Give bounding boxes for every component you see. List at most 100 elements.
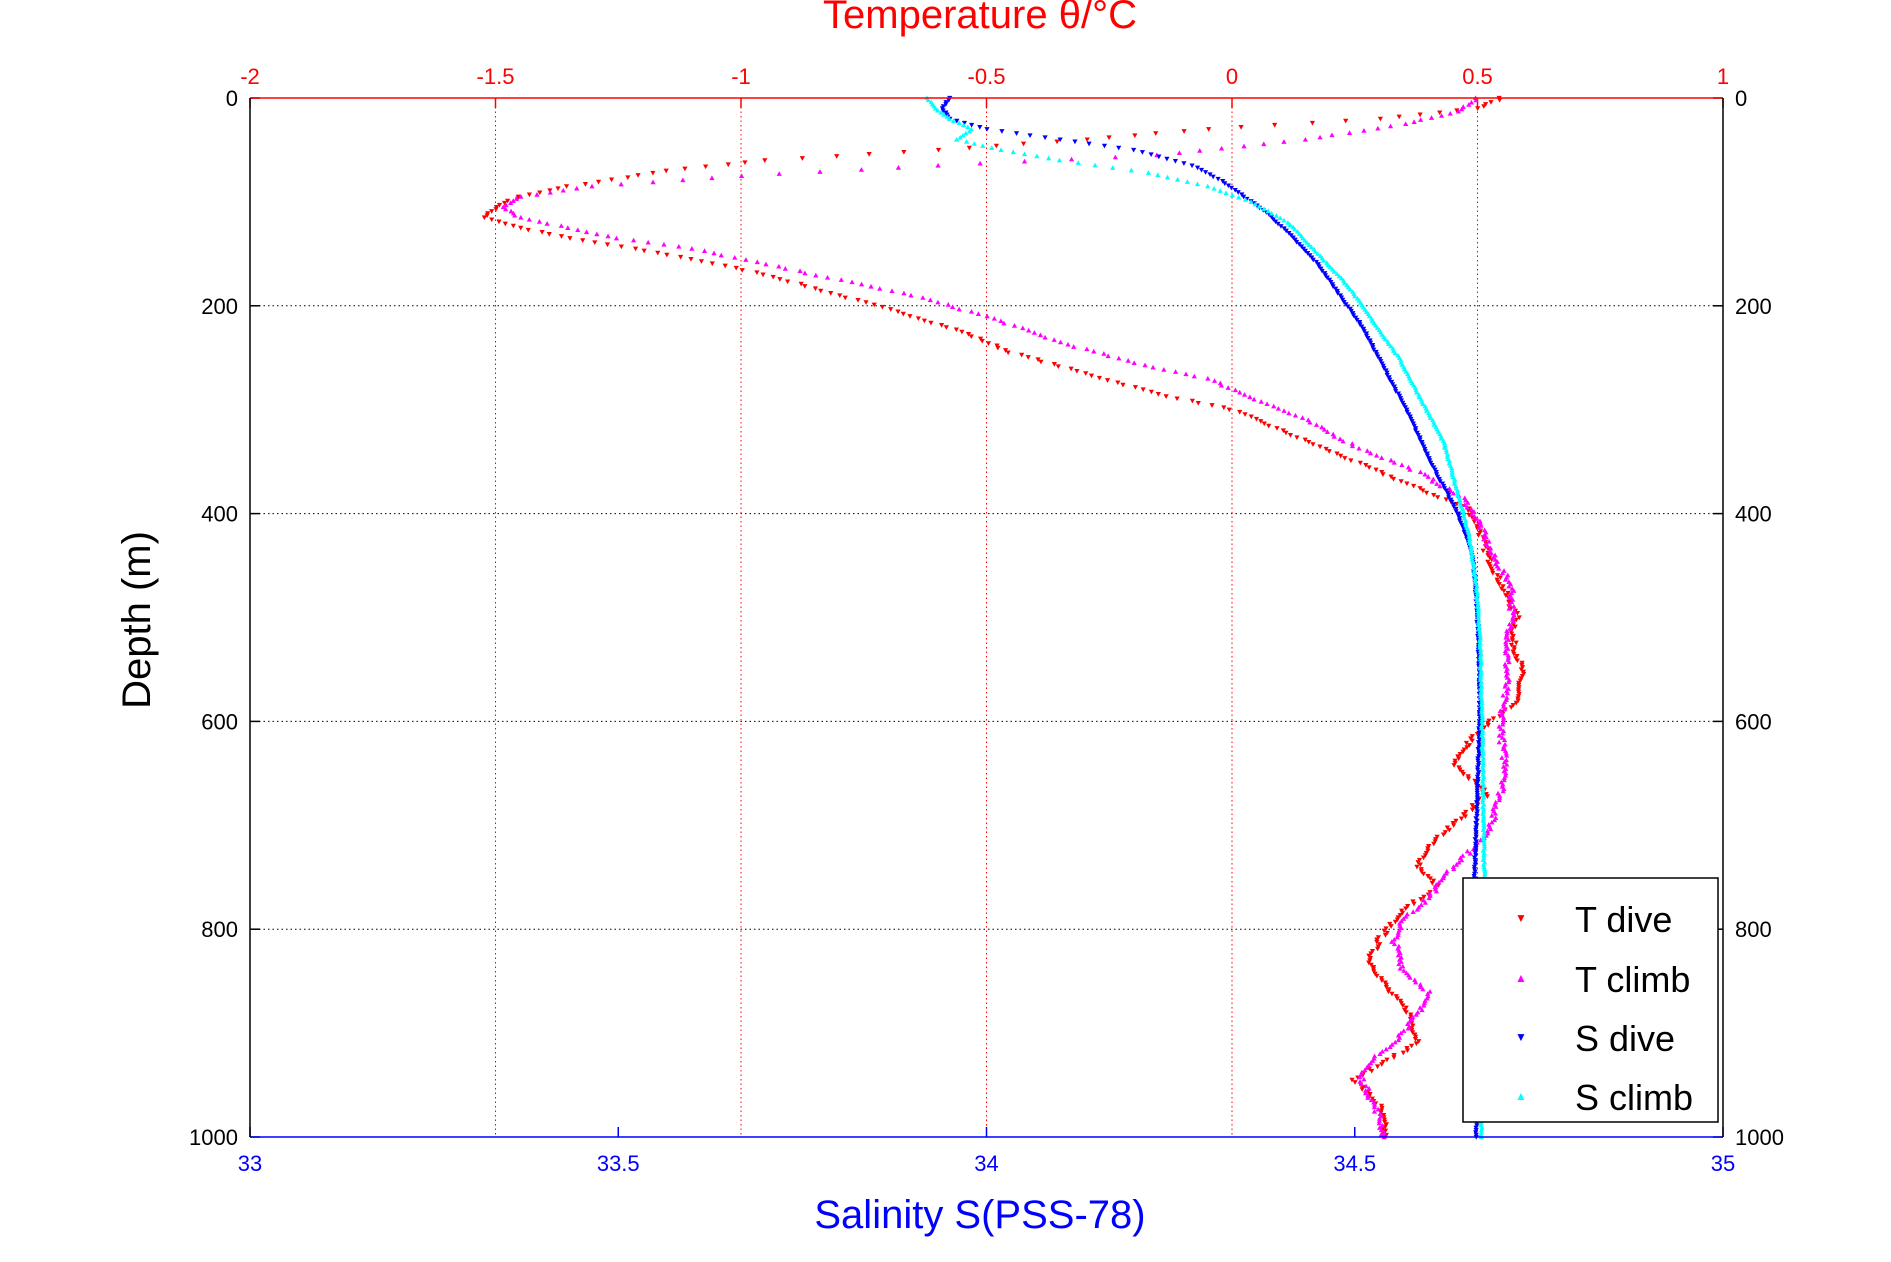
data-point: [1394, 996, 1400, 1002]
data-point: [510, 223, 516, 229]
data-point: [1506, 605, 1512, 611]
data-point: [1481, 864, 1487, 869]
data-point: [496, 219, 502, 225]
data-point: [688, 256, 694, 262]
data-point: [1454, 490, 1461, 495]
data-point: [1373, 467, 1379, 473]
data-point: [493, 207, 499, 212]
data-point: [518, 194, 524, 199]
bottom-tick-label: 34.5: [1333, 1151, 1376, 1176]
data-point: [503, 206, 509, 212]
data-point: [1496, 739, 1502, 745]
data-point: [558, 234, 565, 239]
data-point: [1292, 412, 1299, 418]
data-point: [1425, 991, 1431, 996]
data-point: [1026, 327, 1032, 333]
data-point: [1302, 237, 1308, 243]
data-point: [1474, 516, 1480, 521]
data-point: [1413, 1041, 1419, 1047]
data-point: [1475, 610, 1482, 616]
data-point: [1132, 133, 1138, 139]
data-point: [1503, 634, 1509, 640]
y-tick-label-left: 400: [201, 502, 238, 527]
data-point: [526, 216, 532, 222]
legend-marker-t-climb: ▲: [1515, 971, 1527, 985]
data-point: [500, 204, 506, 210]
data-point: [1256, 203, 1262, 209]
data-point: [1480, 776, 1486, 782]
data-point: [1479, 704, 1485, 710]
data-point: [1368, 1060, 1374, 1066]
legend-entry-s-climb: ▲ S climb: [1515, 1077, 1693, 1118]
data-point: [1148, 152, 1154, 158]
data-point: [1384, 1057, 1390, 1063]
data-point: [1181, 161, 1187, 166]
data-point: [1400, 916, 1407, 921]
data-point: [560, 187, 566, 193]
data-point: [1499, 570, 1506, 576]
data-point: [1427, 415, 1433, 420]
data-point: [1437, 483, 1443, 489]
data-point: [1398, 925, 1404, 931]
data-point: [1501, 588, 1507, 594]
data-point: [1499, 730, 1506, 736]
data-point: [1479, 778, 1486, 784]
data-point: [1461, 511, 1467, 516]
data-point: [580, 238, 586, 243]
data-point: [1479, 746, 1486, 752]
data-point: [1432, 884, 1438, 889]
data-point: [575, 227, 581, 233]
data-point: [1011, 323, 1018, 328]
data-point: [1371, 1109, 1377, 1114]
data-point: [1510, 614, 1516, 620]
data-point: [1302, 437, 1308, 443]
data-point: [956, 306, 962, 312]
axis-ticks: 0 0 200 200 400 400 600 600 800 800 1000 1000 -2 -1.5…: [189, 64, 1784, 1176]
data-point: [1438, 435, 1444, 441]
data-point: [1387, 1044, 1393, 1050]
data-point: [518, 214, 524, 220]
data-point: [1441, 873, 1447, 878]
data-point: [1462, 502, 1468, 508]
data-point: [1286, 410, 1292, 416]
data-point: [1507, 601, 1513, 607]
data-point: [1176, 150, 1182, 155]
data-point: [1205, 375, 1211, 381]
data-point: [1338, 275, 1345, 281]
data-point: [1426, 895, 1432, 901]
data-point: [1488, 100, 1494, 105]
data-point: [1375, 1106, 1381, 1112]
data-point: [1421, 894, 1427, 900]
data-point: [1436, 879, 1442, 885]
data-point: [1294, 239, 1300, 245]
data-point: [1310, 257, 1316, 263]
data-point: [1174, 396, 1180, 402]
data-point: [960, 132, 966, 138]
data-point: [1501, 744, 1507, 749]
data-point: [1422, 471, 1428, 477]
data-point: [1421, 1000, 1427, 1006]
legend-box: [1462, 877, 1719, 1123]
data-point: [943, 325, 949, 330]
data-point: [1362, 1090, 1369, 1096]
data-point: [1404, 481, 1410, 487]
data-point: [1504, 695, 1510, 700]
data-point: [1281, 408, 1287, 413]
data-point: [1500, 721, 1506, 727]
data-point: [989, 145, 995, 150]
data-point: [664, 252, 670, 258]
data-point: [1499, 755, 1505, 760]
data-point: [1183, 371, 1189, 377]
data-point: [1306, 242, 1312, 248]
data-point: [1310, 442, 1316, 447]
data-point: [798, 281, 804, 287]
data-point: [1308, 244, 1315, 250]
data-point: [718, 252, 724, 258]
data-point: [940, 108, 946, 114]
data-point: [1496, 565, 1502, 571]
data-point: [1501, 777, 1507, 783]
data-point: [1427, 876, 1433, 882]
data-point: [1389, 991, 1395, 997]
data-point: [1359, 1087, 1365, 1092]
data-point: [1503, 770, 1509, 776]
